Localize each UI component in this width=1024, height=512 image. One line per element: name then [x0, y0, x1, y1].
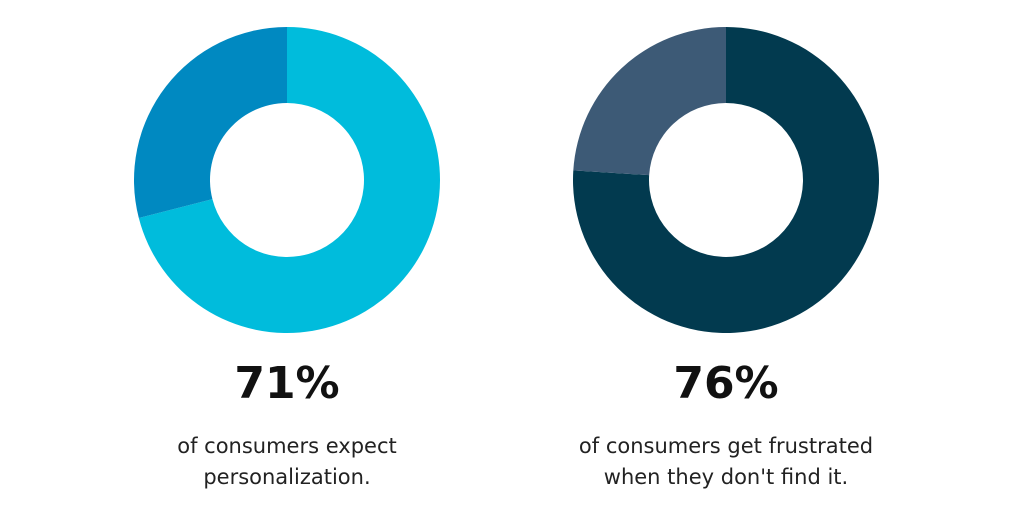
donut-slice: [138, 27, 441, 334]
donut-slice: [573, 27, 879, 333]
caption-line: of consumers expect: [177, 434, 397, 458]
caption-line: of consumers get frustrated: [579, 434, 873, 458]
caption-line: when they don't find it.: [604, 465, 848, 489]
donut-slice: [573, 27, 726, 176]
value-label: 71%: [234, 358, 339, 409]
value-label: 76%: [673, 358, 778, 409]
caption-line: personalization.: [203, 465, 370, 489]
donut-slice: [134, 27, 287, 219]
